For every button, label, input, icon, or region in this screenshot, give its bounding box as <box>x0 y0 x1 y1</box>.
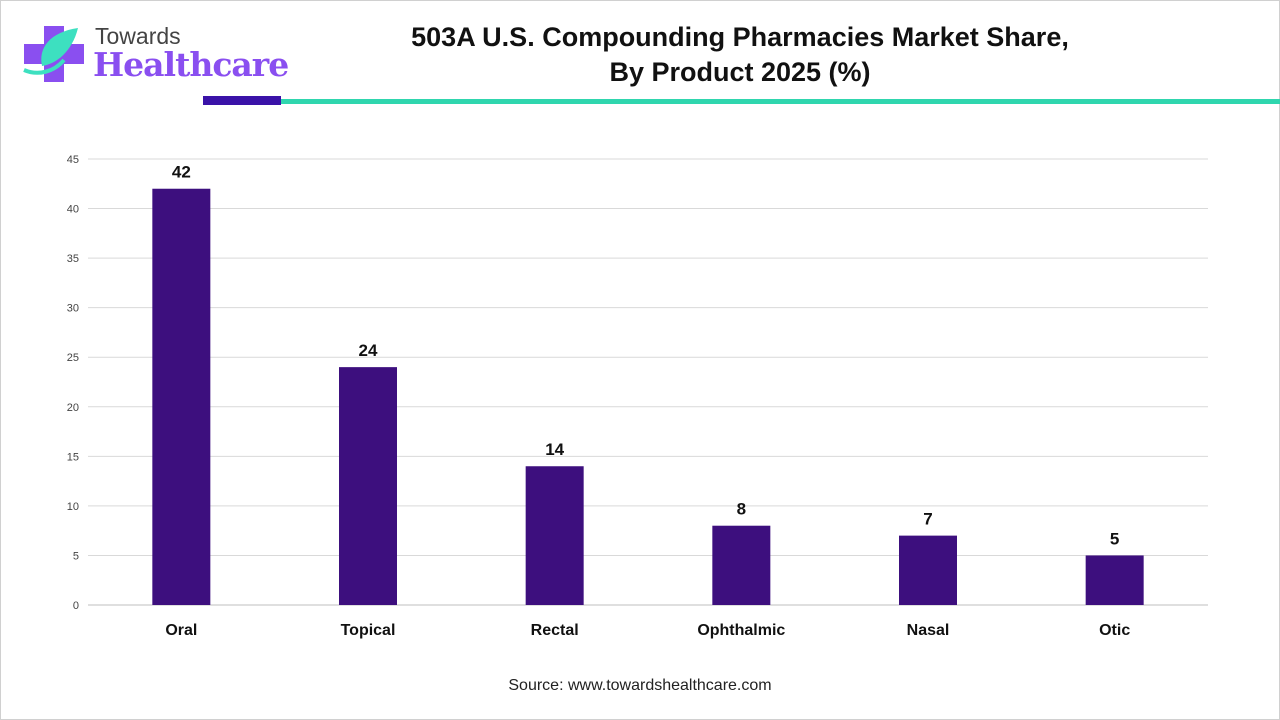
bar-nasal <box>899 535 957 605</box>
y-tick-label: 40 <box>67 204 79 216</box>
title-underline-teal <box>281 99 1280 104</box>
brand-logo: Towards Healthcare <box>20 18 289 88</box>
y-tick-label: 0 <box>73 600 79 612</box>
source-note: Source: www.towardshealthcare.com <box>508 677 772 694</box>
y-tick-label: 30 <box>67 303 79 315</box>
title-line-2: By Product 2025 (%) <box>609 57 871 87</box>
data-label: 5 <box>1110 529 1119 548</box>
data-label: 7 <box>923 510 932 529</box>
y-tick-label: 25 <box>67 352 79 364</box>
y-tick-label: 35 <box>67 253 79 265</box>
data-label: 14 <box>545 440 564 459</box>
x-tick-label: Rectal <box>531 622 579 639</box>
logo-text-healthcare: Healthcare <box>93 45 289 84</box>
x-tick-label: Topical <box>341 622 396 639</box>
x-tick-label: Ophthalmic <box>697 622 785 639</box>
x-tick-label: Nasal <box>907 622 950 639</box>
y-tick-label: 15 <box>67 451 79 463</box>
chart-title: 503A U.S. Compounding Pharmacies Market … <box>330 20 1150 90</box>
bar-oral <box>152 188 211 605</box>
bar-ophthalmic <box>712 525 771 605</box>
y-tick-label: 20 <box>67 402 79 414</box>
data-label: 24 <box>359 341 378 360</box>
data-label: 8 <box>737 500 746 519</box>
y-tick-label: 5 <box>73 550 79 562</box>
title-line-1: 503A U.S. Compounding Pharmacies Market … <box>411 22 1069 52</box>
bar-rectal <box>525 466 584 605</box>
y-tick-label: 10 <box>67 501 79 513</box>
logo-text-towards: Towards <box>95 23 181 49</box>
y-tick-label: 45 <box>67 154 79 166</box>
bar-otic <box>1085 555 1144 605</box>
x-tick-label: Oral <box>165 622 197 639</box>
bar-topical <box>339 367 397 605</box>
title-underline-dark <box>203 96 281 105</box>
data-label: 42 <box>172 163 191 182</box>
x-tick-label: Otic <box>1099 622 1130 639</box>
medical-cross-leaf-icon <box>23 26 84 82</box>
